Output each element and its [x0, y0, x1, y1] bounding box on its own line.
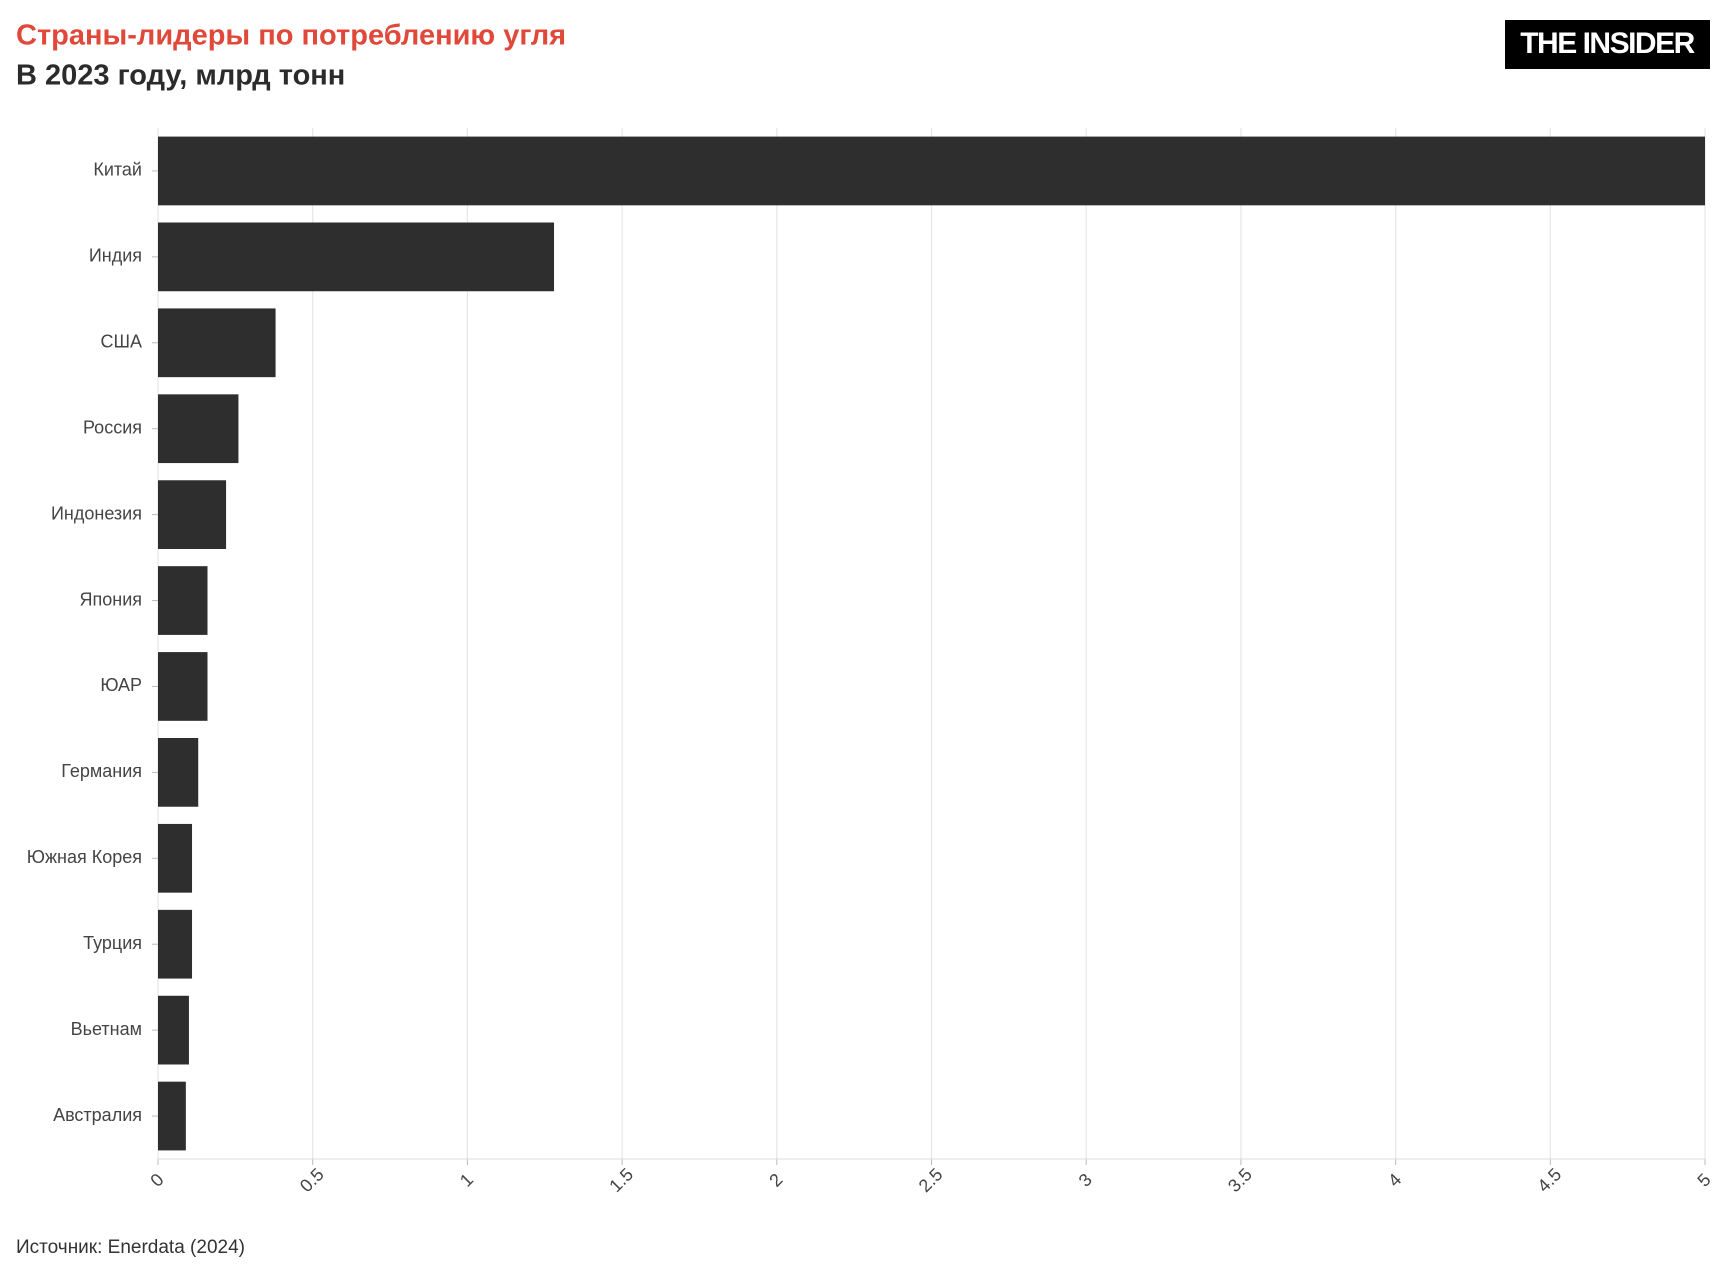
- source: Источник: Enerdata (2024): [16, 1237, 245, 1258]
- bar: [158, 136, 1705, 206]
- y-tick-label: Индия: [89, 246, 142, 266]
- bar: [158, 566, 208, 635]
- x-tick-label: 4.5: [1533, 1164, 1565, 1196]
- bar: [158, 823, 193, 893]
- y-tick-label: ЮАР: [100, 675, 142, 695]
- y-tick-label: Китай: [93, 160, 142, 180]
- chart-title: Страны-лидеры по потреблению угля: [16, 20, 566, 52]
- y-tick-label: Турция: [83, 933, 142, 953]
- bar: [158, 222, 555, 292]
- y-tick-label: Вьетнам: [71, 1019, 142, 1039]
- y-tick-label: Австралия: [53, 1105, 142, 1125]
- bar: [158, 394, 239, 464]
- logo-box: [1505, 20, 1710, 69]
- y-tick-label: Япония: [80, 589, 143, 609]
- y-tick-label: США: [100, 332, 142, 352]
- bar: [158, 995, 189, 1065]
- logo: THE INSIDER: [1520, 27, 1695, 60]
- bar: [158, 1081, 186, 1151]
- bar: [158, 652, 208, 721]
- x-tick-label: 3.5: [1224, 1164, 1256, 1196]
- chart-subtitle: В 2023 году, млрд тонн: [16, 60, 345, 92]
- y-tick-label: Германия: [61, 761, 142, 781]
- bar: [158, 909, 193, 979]
- x-tick-label: 0.5: [296, 1164, 328, 1196]
- x-tick-label: 1: [456, 1170, 477, 1191]
- y-tick-label: Южная Корея: [27, 847, 142, 867]
- bar: [158, 738, 199, 807]
- x-tick-label: 2: [765, 1170, 786, 1191]
- x-tick-label: 0: [147, 1170, 168, 1191]
- x-tick-label: 2.5: [915, 1164, 947, 1196]
- x-tick-label: 4: [1384, 1170, 1405, 1191]
- bar: [158, 308, 276, 378]
- bar: [158, 480, 227, 549]
- x-tick-label: 3: [1075, 1170, 1096, 1191]
- x-tick-label: 5: [1694, 1170, 1715, 1191]
- y-tick-label: Индонезия: [51, 503, 142, 523]
- x-tick-label: 1.5: [605, 1164, 637, 1196]
- y-tick-label: Россия: [83, 417, 142, 437]
